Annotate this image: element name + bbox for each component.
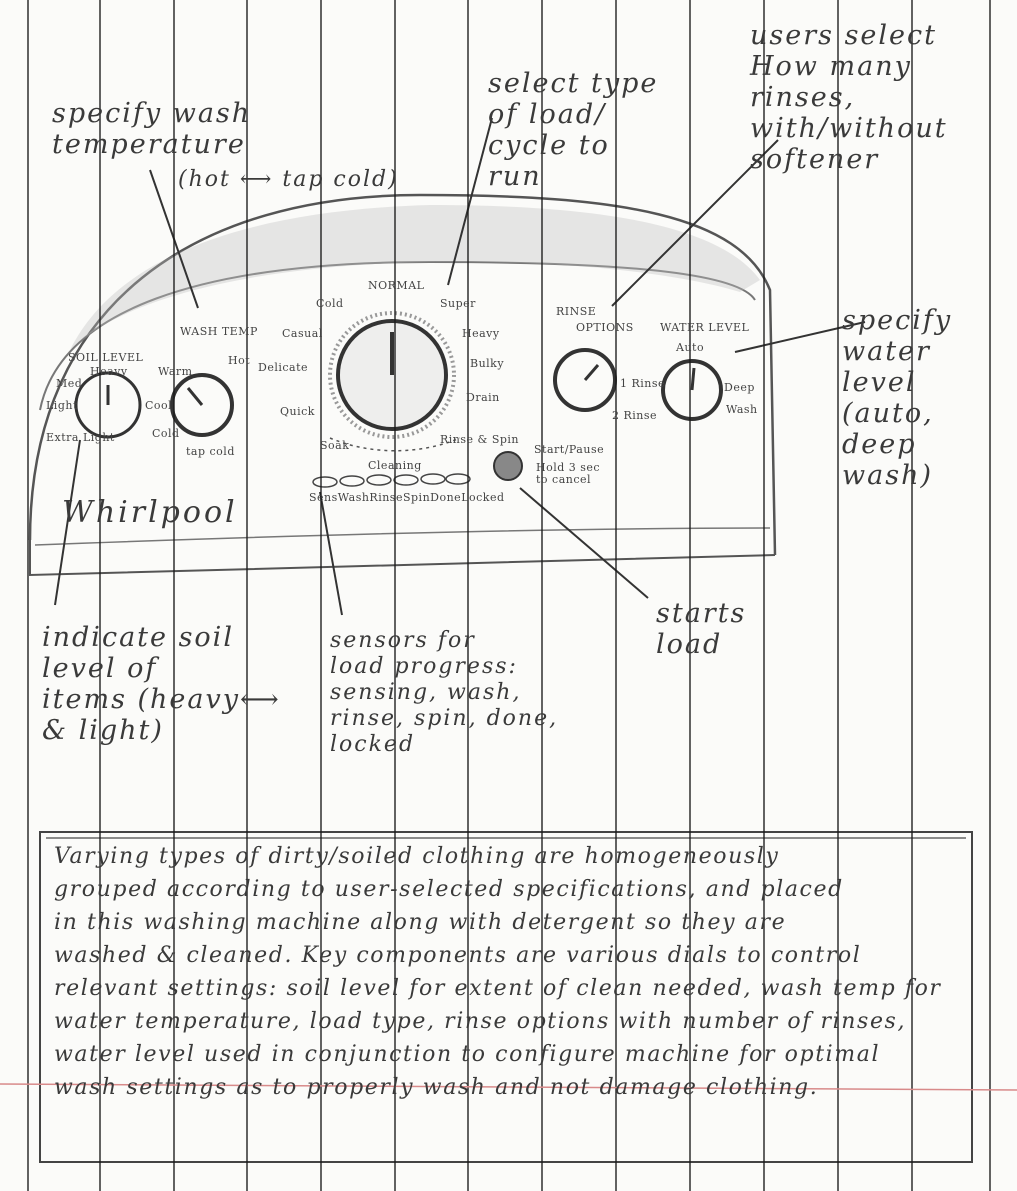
sensor-label: Rinse	[369, 491, 403, 504]
water-level-wash: Wash	[726, 403, 758, 416]
water-level-pointer	[690, 367, 696, 391]
cycle-delicate: Delicate	[258, 361, 309, 374]
console-base	[29, 540, 776, 577]
water-level-deep: Deep	[724, 381, 755, 394]
margin-line	[0, 1083, 1017, 1091]
leader-sensors	[319, 491, 343, 616]
soil-level-title: SOIL LEVEL	[68, 351, 144, 364]
brand-logo-text: Whirlpool	[62, 495, 238, 530]
sensor-label: Wash	[337, 491, 370, 504]
wash-temp-dial	[170, 373, 234, 437]
cycle-dial	[336, 319, 448, 431]
rinse-dial	[553, 348, 617, 412]
sensor-label: Done	[430, 491, 462, 504]
annotation-wash-temp: specify wash temperature	[52, 98, 252, 160]
sensor-light	[366, 474, 392, 486]
soil-level-dial	[74, 371, 142, 439]
soil-level-med: Med	[56, 377, 83, 390]
description-box	[39, 831, 973, 1163]
soil-level-light: Light	[46, 399, 78, 412]
annotation-cycle: select type of load/ cycle to run	[488, 68, 659, 192]
rinse-1: 1 Rinse	[620, 377, 666, 390]
console-shading	[70, 205, 760, 350]
cycle-dial-ring	[328, 311, 456, 439]
wash-temp-hot: Hot	[228, 354, 251, 367]
water-level-title: WATER LEVEL	[660, 321, 750, 334]
wash-temp-cold: Cold	[152, 427, 180, 440]
leader-water	[734, 321, 866, 353]
water-level-dial	[661, 359, 723, 421]
cycle-normal: NORMAL	[368, 279, 425, 292]
cycle-arc	[329, 437, 461, 452]
wash-temp-warm: Warm	[158, 365, 193, 378]
start-pause-label: Start/Pause	[534, 443, 605, 456]
leader-soil	[54, 439, 81, 606]
cycle-cleaning: Cleaning	[368, 459, 422, 472]
rinse-2: 2 Rinse	[612, 409, 658, 422]
sensor-light	[393, 474, 419, 486]
description-text: Varying types of dirty/soiled clothing a…	[54, 844, 942, 1100]
cycle-super: Super	[440, 297, 476, 310]
cycle-heavy: Heavy	[462, 327, 500, 340]
sensor-label: Sens	[309, 491, 338, 504]
wash-temp-pointer	[186, 387, 204, 406]
cycle-cold: Cold	[316, 297, 344, 310]
wash-temp-title: WASH TEMP	[180, 325, 258, 338]
annotation-soil: indicate soil level of items (heavy⟷ & l…	[42, 622, 281, 746]
console-inner-arc	[39, 260, 756, 411]
wash-temp-cool: Cool	[145, 399, 173, 412]
sensor-light	[445, 473, 471, 485]
leader-start	[519, 487, 649, 599]
annotation-rinse: users select How many rinses, with/witho…	[750, 20, 948, 175]
cycle-soak: Soak	[320, 439, 350, 452]
rinse-options-label: OPTIONS	[576, 321, 634, 334]
cycle-rinse-spin: Rinse & Spin	[440, 433, 520, 446]
cycle-casual: Casual	[282, 327, 323, 340]
sensor-label: Spin	[402, 491, 431, 504]
annotation-water: specify water level (auto, deep wash)	[842, 305, 953, 491]
leader-rinse	[611, 139, 779, 307]
cycle-drain: Drain	[466, 391, 500, 404]
rinse-title: RINSE	[556, 305, 597, 318]
rinse-dial-pointer	[583, 364, 600, 381]
start-pause-sub: Hold 3 sec to cancel	[536, 461, 601, 486]
sensor-light	[339, 475, 365, 487]
annotation-start: starts load	[656, 598, 747, 660]
soil-level-heavy: Heavy	[90, 365, 128, 378]
sensor-light	[312, 476, 338, 488]
leader-cycle	[447, 117, 493, 286]
sensor-light	[420, 473, 446, 485]
annotation-sensors: sensors for load progress: sensing, wash…	[330, 628, 559, 757]
rule-lines	[27, 0, 991, 1191]
sensor-lights	[312, 473, 471, 488]
sensor-label-row: Sens Wash Rinse Spin Done Locked	[309, 491, 504, 504]
description-panel: Varying types of dirty/soiled clothing a…	[44, 838, 968, 1158]
start-button	[493, 451, 523, 481]
water-level-auto: Auto	[676, 341, 705, 354]
cycle-quick: Quick	[280, 405, 315, 418]
soil-level-extra-light: Extra Light	[46, 431, 115, 444]
wash-temp-tap: tap cold	[186, 445, 235, 458]
annotation-wash-temp-range: (hot ⟷ tap cold)	[178, 167, 399, 192]
cycle-bulky: Bulky	[470, 357, 505, 370]
console-base-line	[34, 527, 771, 546]
sensor-label: Locked	[461, 491, 505, 504]
